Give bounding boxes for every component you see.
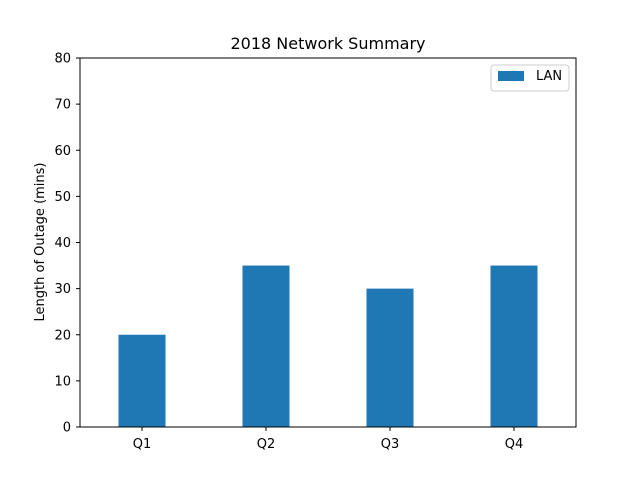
y-tick-label: 10: [54, 374, 71, 389]
bar-q2: [242, 265, 290, 427]
y-tick-label: 80: [54, 52, 71, 67]
chart-title: 2018 Network Summary: [230, 34, 425, 53]
plot-frame: [79, 57, 577, 428]
bars-layer: [118, 265, 538, 427]
x-tick-label: Q3: [381, 437, 400, 452]
x-tick-label: Q2: [257, 437, 276, 452]
x-tick-label: Q1: [133, 437, 152, 452]
y-tick-label: 0: [63, 421, 71, 436]
y-tick-label: 60: [54, 144, 71, 159]
y-tick-label: 20: [54, 328, 71, 343]
y-axis-label: Length of Outage (mins): [33, 163, 48, 322]
bar-q4: [490, 265, 538, 427]
y-tick-label: 40: [54, 236, 71, 251]
y-tick-label: 70: [54, 98, 71, 113]
ticks-layer: 0 10 20 30 40 50 60 70 80 Q1 Q2 Q3 Q4: [54, 52, 523, 453]
x-tick-label: Q4: [505, 437, 524, 452]
bar-q1: [118, 334, 166, 427]
y-tick-label: 30: [54, 282, 71, 297]
legend: LAN: [490, 64, 570, 92]
legend-swatch-lan: [498, 71, 524, 81]
y-tick-label: 50: [54, 190, 71, 205]
bar-q3: [366, 288, 414, 427]
legend-label-lan: LAN: [536, 69, 562, 84]
